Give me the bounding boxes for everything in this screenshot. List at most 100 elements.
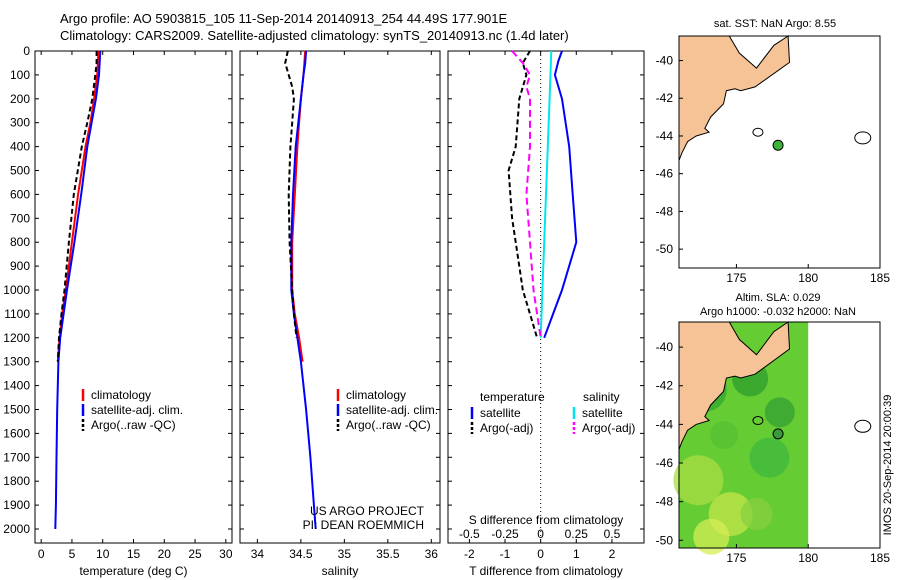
nz-land (678, 321, 791, 450)
x-tick-label: 35 (338, 547, 352, 561)
profile-title: Argo profile: AO 5903815_105 11-Sep-2014… (60, 11, 508, 26)
depth-tick-label: 300 (10, 116, 30, 130)
x-tick-label: 20 (158, 547, 172, 561)
lat-tick-label: -42 (656, 379, 674, 393)
depth-tick-label: 1700 (3, 450, 30, 464)
sla-map-subtitle: Argo h1000: -0.032 h2000: NaN (700, 306, 856, 318)
depth-tick-label: 400 (10, 140, 30, 154)
sla-patch (710, 421, 739, 449)
x-tick-label: 1 (573, 547, 580, 561)
island-outline (752, 416, 764, 426)
legend-label: Argo(..raw -QC) (91, 418, 176, 432)
depth-tick-label: 1900 (3, 498, 30, 512)
plot-frame (239, 50, 441, 544)
x-axis-label: T difference from climatology (469, 564, 623, 578)
x-tick-label: 25 (188, 547, 202, 561)
x-tick-label: 0 (537, 547, 544, 561)
depth-tick-label: 600 (10, 187, 30, 201)
series-line-blue (54, 50, 102, 530)
legend-label: Argo(..raw -QC) (346, 418, 431, 432)
lat-tick-label: -48 (656, 204, 674, 218)
series-line-black (56, 51, 98, 362)
depth-tick-label: 2000 (3, 522, 30, 536)
x-tick-label: 30 (219, 547, 233, 561)
legend-title-temperature: temperature (480, 390, 545, 404)
sla-patch (740, 498, 773, 531)
nz-land (678, 35, 791, 161)
footer-timestamp: IMOS 20-Sep-2014 20:00:39 (882, 395, 894, 536)
project-label: US ARGO PROJECT (310, 504, 425, 518)
series-line-magenta (511, 50, 542, 338)
x2-axis-label: S difference from climatology (469, 513, 624, 527)
depth-tick-label: 100 (10, 68, 30, 82)
plot-frame (447, 50, 645, 544)
sst-map-title: sat. SST: NaN Argo: 8.55 (714, 18, 836, 30)
lat-tick-label: -46 (656, 456, 674, 470)
depth-tick-label: 900 (10, 259, 30, 273)
map-frame (678, 35, 881, 269)
sla-patch (749, 437, 790, 478)
x-tick-label: 34 (251, 547, 265, 561)
pi-label: PI: DEAN ROEMMICH (303, 518, 424, 532)
depth-tick-label: 1200 (3, 331, 30, 345)
depth-tick-label: 1600 (3, 426, 30, 440)
x-tick-label: -1 (500, 547, 511, 561)
lat-tick-label: -50 (656, 533, 674, 547)
x-tick-label: 2 (609, 547, 616, 561)
sla-patch (693, 518, 730, 555)
series-line-black (284, 50, 298, 338)
depth-tick-label: 500 (10, 164, 30, 178)
legend-label: Argo(-adj) (480, 421, 533, 435)
x2-tick-label: 0.5 (604, 527, 621, 541)
x2-tick-label: -0.25 (491, 527, 519, 541)
x2-tick-label: -0.5 (459, 527, 480, 541)
legend-label: satellite (480, 406, 521, 420)
sla-patch (673, 455, 724, 506)
x-tick-label: 35.5 (376, 547, 400, 561)
depth-tick-label: 1400 (3, 379, 30, 393)
depth-tick-label: 700 (10, 211, 30, 225)
lon-tick-label: 185 (870, 551, 890, 565)
lat-tick-label: -44 (656, 417, 674, 431)
x-tick-label: 10 (96, 547, 110, 561)
chatham-island-outline (854, 419, 872, 433)
depth-tick-label: 0 (23, 44, 30, 58)
legend-label: satellite-adj. clim. (346, 403, 438, 417)
depth-tick-label: 200 (10, 92, 30, 106)
series-line-blue (290, 50, 317, 530)
lat-tick-label: -50 (656, 242, 674, 256)
depth-tick-label: 1500 (3, 403, 30, 417)
argo-position-marker (772, 428, 784, 440)
lat-tick-label: -44 (656, 129, 674, 143)
depth-tick-label: 1800 (3, 474, 30, 488)
x-axis-label: salinity (322, 564, 359, 578)
sst-map: -40 -42 -44 -46 -48 -50 175 180 185 (656, 35, 890, 285)
x-tick-label: -2 (464, 547, 475, 561)
x-tick-label: 5 (69, 547, 76, 561)
legend-label: satellite-adj. clim. (91, 403, 183, 417)
x2-tick-label: 0.25 (565, 527, 589, 541)
legend-label: climatology (91, 388, 151, 402)
argo-position-marker (772, 139, 784, 151)
x2-tick-label: 0 (537, 527, 544, 541)
x-tick-label: 15 (127, 547, 141, 561)
lon-tick-label: 180 (798, 551, 818, 565)
series-line-black (507, 50, 539, 339)
lon-tick-label: 180 (798, 271, 818, 285)
island-outline (752, 127, 764, 137)
depth-tick-label: 1100 (4, 307, 30, 321)
lat-tick-label: -40 (656, 54, 674, 68)
sla-map-title: Altim. SLA: 0.029 (736, 292, 821, 304)
depth-tick-label: 1300 (3, 355, 30, 369)
lat-tick-label: -48 (656, 495, 674, 509)
x-axis-label: temperature (deg C) (79, 564, 187, 578)
lon-tick-label: 175 (726, 271, 746, 285)
lat-tick-label: -40 (656, 340, 674, 354)
x-tick-label: 34.5 (289, 547, 313, 561)
x-tick-label: 36 (425, 547, 439, 561)
map-frame (678, 321, 881, 549)
lon-tick-label: 185 (870, 271, 890, 285)
legend-title-salinity: salinity (583, 390, 620, 404)
sla-map: -40 -42 -44 -46 -48 -50 175 180 185 (656, 321, 890, 565)
